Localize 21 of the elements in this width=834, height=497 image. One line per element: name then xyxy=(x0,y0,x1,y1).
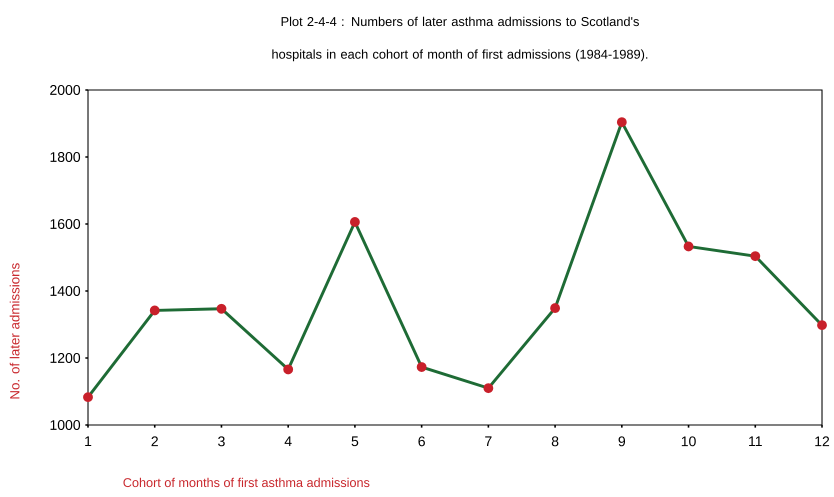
x-tick-label: 6 xyxy=(418,436,425,446)
x-tick-label: 2 xyxy=(152,436,158,446)
y-tick-label: 2000 xyxy=(50,85,80,95)
x-tick-label: 8 xyxy=(552,436,558,446)
x-axis-title: Cohort of months of first asthma admissions xyxy=(123,478,370,488)
x-tick-label: 9 xyxy=(618,436,626,446)
y-tick-label: 1200 xyxy=(50,353,80,363)
x-tick-label: 5 xyxy=(352,436,358,446)
x-tick-label: 12 xyxy=(815,436,830,446)
x-tick-label: 1 xyxy=(85,436,92,446)
chart-title: Plot 2-4-4 : Numbers of later asthma admissions to Scotland's hospitals in each cohort of month of first admissions (1984-1989). xyxy=(272,16,648,62)
y-axis-title: No. of later admissions xyxy=(10,263,20,399)
y-tick-label: 1400 xyxy=(50,286,80,296)
y-tick-label: 1800 xyxy=(50,152,80,162)
y-tick-label: 1000 xyxy=(50,420,80,430)
x-tick-label: 10 xyxy=(682,436,696,446)
x-tick-label: 4 xyxy=(284,436,292,446)
x-tick-label: 11 xyxy=(749,436,762,446)
x-tick-label: 7 xyxy=(485,436,492,446)
x-tick-label: 3 xyxy=(218,436,225,446)
y-tick-label: 1600 xyxy=(50,219,80,229)
